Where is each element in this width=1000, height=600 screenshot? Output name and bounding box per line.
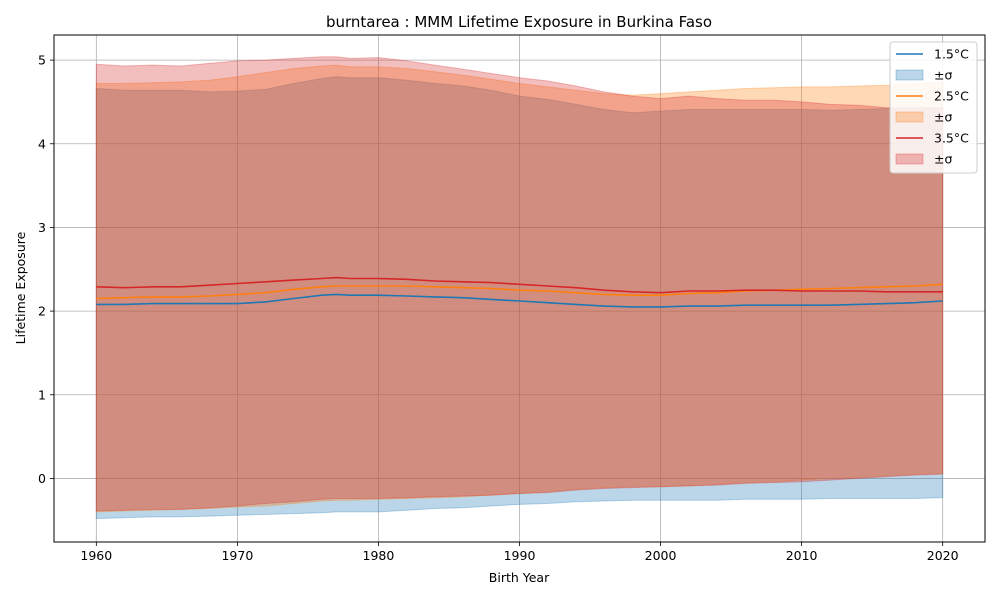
x-tick-label: 1990 [504,548,536,563]
y-tick-label: 3 [38,220,46,235]
y-axis-ticks: 0 1 2 3 4 5 [38,53,54,486]
legend-label: 1.5°C [934,47,969,62]
y-tick-label: 0 [38,471,46,486]
x-tick-label: 1960 [80,548,112,563]
x-tick-label: 2010 [786,548,818,563]
sigma-band-15C [95,76,944,520]
legend: 1.5°C ±σ 2.5°C ±σ 3.5°C ±σ [889,41,978,174]
x-axis-label: Birth Year [489,570,550,585]
y-tick-label: 5 [38,53,46,68]
legend-band-swatch [895,153,924,165]
mean-line-35C [96,276,943,294]
y-tick-label: 4 [38,136,46,151]
x-tick-label: 1980 [363,548,395,563]
mean-line-25C [96,283,943,300]
y-tick-label: 2 [38,304,46,319]
legend-band-swatch [895,69,924,81]
mean-line-15C [96,293,943,308]
sigma-bands [95,56,944,520]
legend-label: ±σ [934,152,952,167]
legend-box [889,41,978,174]
x-axis-ticks: 1960 1970 1980 1990 2000 2010 2020 [80,542,959,563]
chart-title: burntarea : MMM Lifetime Exposure in Bur… [326,13,712,31]
x-tick-label: 2020 [927,548,959,563]
legend-label: ±σ [934,68,952,83]
y-axis-label: Lifetime Exposure [13,231,28,344]
sigma-band-25C [95,64,944,513]
legend-label: ±σ [934,110,952,125]
x-tick-label: 1970 [221,548,253,563]
legend-label: 3.5°C [934,131,969,146]
y-tick-label: 1 [38,387,46,402]
mean-lines [96,276,943,308]
legend-band-swatch [895,111,924,123]
x-tick-label: 2000 [645,548,677,563]
legend-label: 2.5°C [934,89,969,104]
